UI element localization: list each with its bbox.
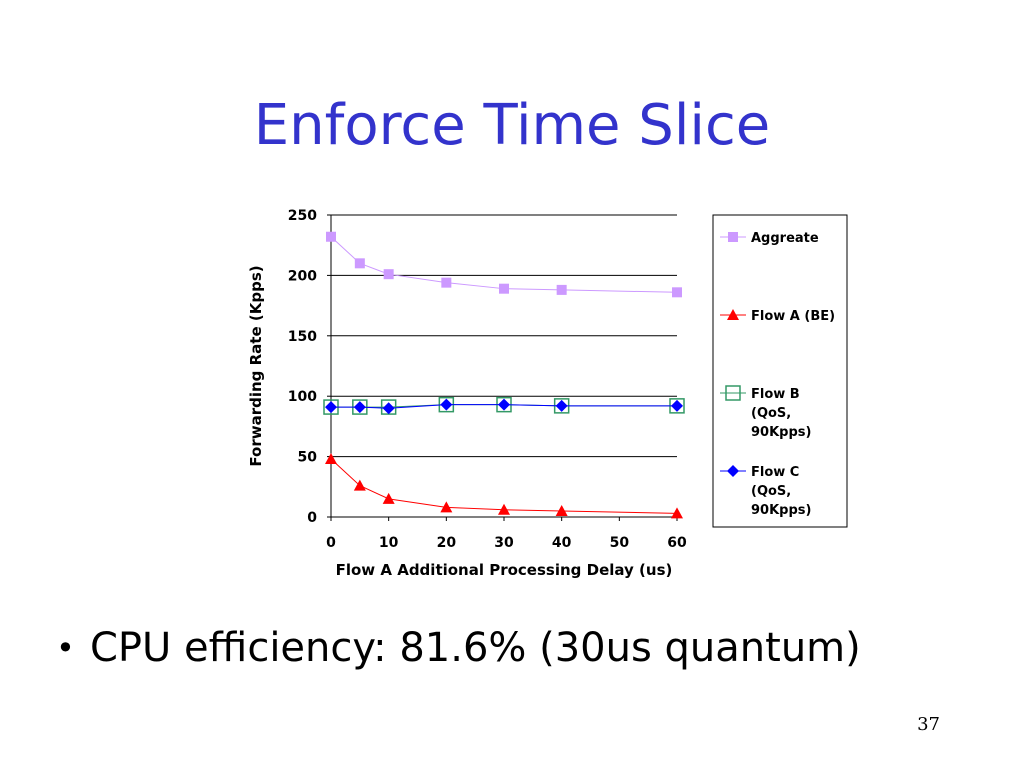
series-4 bbox=[325, 398, 683, 415]
x-tick-label: 60 bbox=[667, 535, 687, 551]
data-point bbox=[671, 507, 683, 519]
data-point bbox=[382, 402, 395, 415]
y-tick-label: 50 bbox=[298, 450, 318, 466]
data-point bbox=[440, 501, 453, 513]
legend-entry-1: Aggreate bbox=[720, 231, 819, 246]
gridlines bbox=[331, 214, 677, 458]
x-tick-label: 40 bbox=[552, 535, 572, 551]
legend-label: (QoS, bbox=[751, 406, 791, 421]
bullet-item: • CPU efficiency: 81.6% (30us quantum) bbox=[56, 618, 861, 678]
legend-label: 90Kpps) bbox=[751, 425, 811, 440]
data-point bbox=[498, 503, 510, 515]
data-point bbox=[499, 283, 509, 294]
legend-entry-3: Flow B (QoS, 90Kpps) bbox=[720, 385, 811, 440]
series bbox=[323, 231, 685, 519]
data-point bbox=[354, 258, 365, 269]
legend-marker bbox=[725, 385, 741, 401]
bullet-text: CPU efficiency: 81.6% (30us quantum) bbox=[90, 625, 861, 671]
x-tick-label: 10 bbox=[379, 535, 399, 551]
legend-marker bbox=[727, 309, 739, 320]
y-axis-label: Forwarding Rate (Kpps) bbox=[247, 265, 265, 466]
page-number: 37 bbox=[917, 714, 940, 735]
x-axis-label: Flow A Additional Processing Delay (us) bbox=[336, 561, 673, 579]
legend-entry-4: Flow C (QoS, 90Kpps) bbox=[720, 465, 811, 518]
data-point bbox=[498, 398, 510, 411]
y-tick-label: 250 bbox=[288, 208, 317, 224]
y-tick-label: 200 bbox=[288, 268, 317, 284]
data-point bbox=[672, 287, 682, 298]
x-tick-label: 0 bbox=[326, 535, 336, 551]
data-point bbox=[326, 231, 336, 242]
legend-marker bbox=[727, 465, 739, 477]
data-point bbox=[353, 401, 366, 414]
slide-title: Enforce Time Slice bbox=[253, 93, 771, 158]
legend-label: Flow C bbox=[751, 465, 799, 480]
legend-marker bbox=[728, 232, 738, 242]
x-tick-label: 50 bbox=[610, 535, 630, 551]
data-point bbox=[440, 398, 453, 411]
y-tick-label: 150 bbox=[288, 329, 317, 345]
legend-label: 90Kpps) bbox=[751, 503, 811, 518]
legend-box bbox=[712, 214, 848, 528]
data-point bbox=[556, 284, 567, 295]
bullet-marker: • bbox=[56, 629, 75, 667]
series-1 bbox=[326, 231, 682, 298]
x-tick-label: 20 bbox=[437, 535, 457, 551]
legend-label: Flow B bbox=[751, 387, 800, 402]
data-point bbox=[353, 479, 366, 491]
data-point bbox=[382, 492, 395, 504]
legend-label: Flow A (BE) bbox=[751, 309, 835, 324]
axis-ticks: 0 50 100 150 200 250 0 10 20 30 40 50 60 bbox=[288, 208, 687, 551]
data-point bbox=[383, 269, 394, 280]
legend-label: (QoS, bbox=[751, 484, 791, 499]
data-point bbox=[555, 399, 568, 412]
legend-entry-2: Flow A (BE) bbox=[720, 309, 835, 324]
data-point bbox=[671, 399, 683, 412]
data-point bbox=[441, 277, 452, 288]
data-point bbox=[555, 504, 568, 516]
data-point bbox=[325, 453, 337, 465]
y-tick-label: 0 bbox=[307, 510, 317, 526]
data-point bbox=[325, 401, 337, 414]
legend-label: Aggreate bbox=[751, 231, 819, 246]
series-2 bbox=[325, 453, 683, 519]
y-tick-label: 100 bbox=[288, 389, 317, 405]
x-tick-label: 30 bbox=[494, 535, 514, 551]
